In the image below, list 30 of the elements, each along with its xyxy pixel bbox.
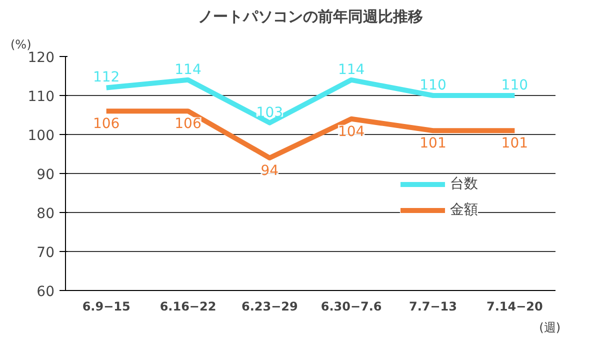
y-tick-label: 90 [36,167,55,183]
data-label: 106 [174,116,202,132]
data-label: 106 [92,116,120,132]
data-label: 101 [420,136,446,152]
data-label: 103 [256,104,284,121]
chart-title: ノートパソコンの前年同週比推移 [198,8,423,26]
y-axis-title: (%) [10,38,32,52]
x-tick-label: 6.9−15 [82,300,130,314]
y-tick-label: 120 [28,50,55,66]
data-label: 114 [338,62,365,78]
data-label: 114 [174,62,202,78]
x-tick-label: 6.16−22 [160,300,216,314]
legend-label: 台数 [450,175,478,193]
data-label: 104 [338,124,365,140]
legend-label: 金額 [450,201,478,219]
y-tick-label: 100 [28,128,55,144]
data-label: 110 [420,78,446,94]
data-label: 110 [501,78,528,94]
data-label: 112 [92,70,120,86]
x-axis-title: (週) [539,320,561,334]
data-label: 101 [501,136,528,152]
y-tick-label: 70 [36,245,55,261]
x-tick-label: 7.14−20 [486,300,543,314]
data-label: 94 [260,162,279,179]
x-tick-label: 6.30−7.6 [320,300,382,314]
x-tick-label: 7.7−13 [408,300,458,314]
y-tick-label: 60 [36,284,55,300]
y-tick-label: 80 [36,206,55,222]
y-tick-label: 110 [28,89,55,105]
x-tick-label: 6.23−29 [241,300,298,314]
